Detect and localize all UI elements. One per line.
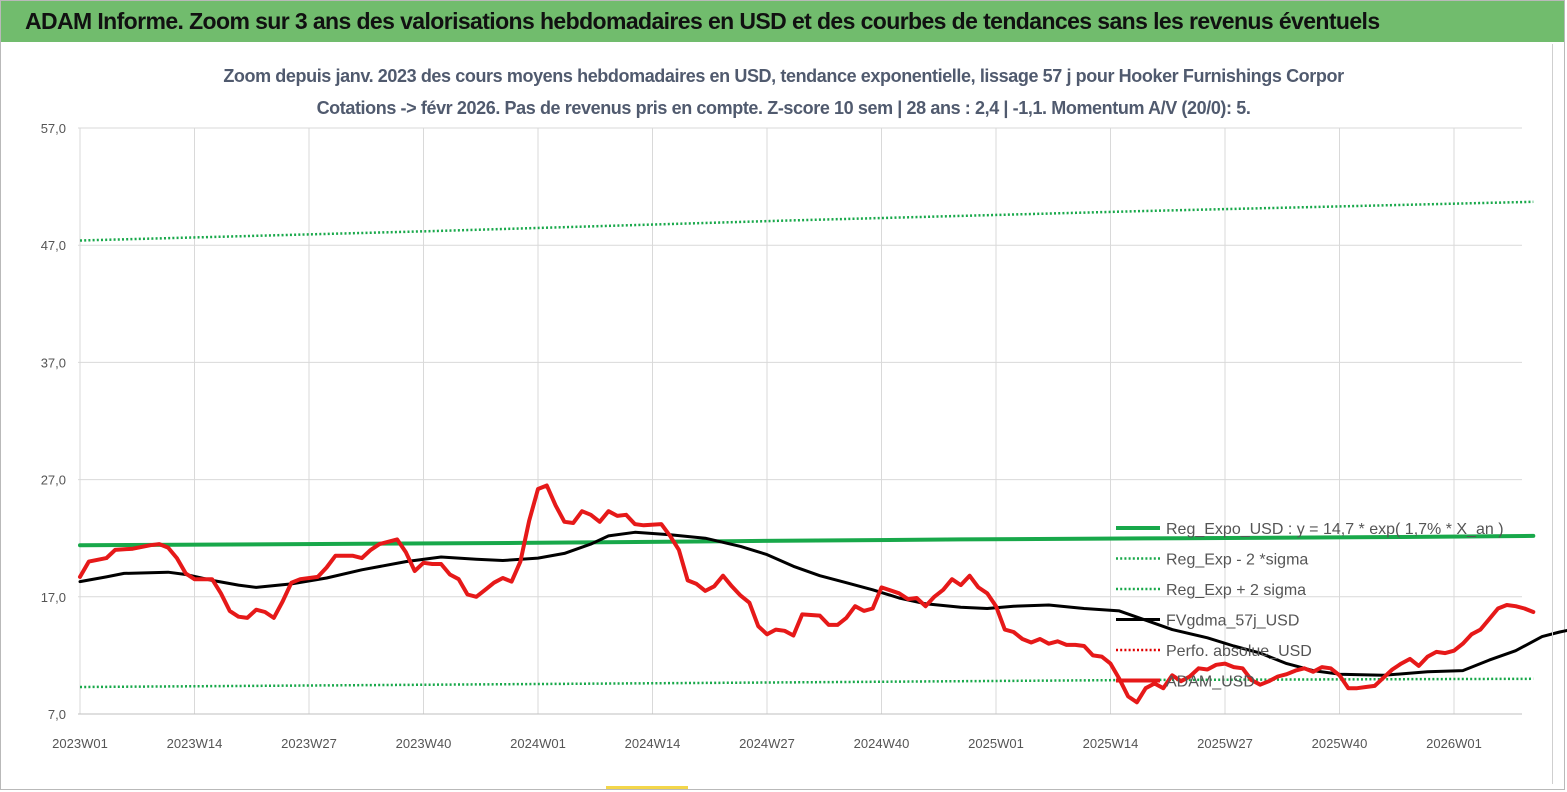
chart-legend: Reg_Expo_USD : y = 14,7 * exp( 1,7% * X_…	[1116, 521, 1504, 691]
x-axis-ticks: 2023W01 2023W14 2023W27 2023W40 2024W01 2024W…	[52, 736, 1482, 751]
x-tick-label: 2023W40	[396, 736, 452, 751]
x-tick-label: 2023W27	[281, 736, 337, 751]
series-adam-usd-line	[78, 483, 1536, 705]
legend-label: Reg_Exp + 2 sigma	[1166, 582, 1306, 599]
y-axis-ticks: 57,0 47,0 37,0 27,0 17,0 7,0	[41, 121, 66, 722]
legend-label: ADAM_USD	[1166, 674, 1255, 691]
y-tick-label: 17,0	[41, 590, 66, 605]
x-tick-label: 2026W01	[1426, 736, 1482, 751]
y-tick-label: 27,0	[41, 473, 66, 488]
x-tick-label: 2023W01	[52, 736, 108, 751]
series-reg-exp-2-sigma-line	[79, 677, 1534, 689]
legend-label: Reg_Expo_USD : y = 14,7 * exp( 1,7% * X_…	[1166, 521, 1504, 538]
x-tick-label: 2023W14	[167, 736, 223, 751]
legend-label: Perfo. absolue_USD	[1166, 643, 1312, 660]
x-tick-label: 2025W01	[968, 736, 1024, 751]
x-tick-label: 2024W27	[739, 736, 795, 751]
legend-label: FVgdma_57j_USD	[1166, 613, 1299, 630]
legend-label: Reg_Exp - 2 *sigma	[1166, 552, 1308, 569]
y-tick-label: 37,0	[41, 355, 66, 370]
x-tick-label: 2024W40	[854, 736, 910, 751]
series-reg-expo-usd-y-14-7-exp-1-7-x-an-line	[78, 533, 1536, 548]
report-banner: ADAM Informe. Zoom sur 3 ans des valoris…	[1, 1, 1564, 42]
y-tick-label: 57,0	[41, 121, 66, 136]
series-fvgdma-57j-usd-line	[78, 530, 1567, 677]
x-tick-label: 2025W14	[1083, 736, 1139, 751]
x-tick-label: 2024W14	[625, 736, 681, 751]
x-tick-label: 2024W01	[510, 736, 566, 751]
chart-grid	[78, 127, 1522, 715]
chart-title: Zoom depuis janv. 2023 des cours moyens …	[223, 66, 1344, 86]
series-reg-exp-2-sigma-line	[79, 200, 1534, 242]
x-tick-label: 2025W27	[1197, 736, 1253, 751]
right-edge-divider	[1552, 44, 1558, 784]
report-title: ADAM Informe. Zoom sur 3 ans des valoris…	[25, 8, 1380, 34]
series-lines	[78, 200, 1567, 705]
chart-subtitle: Cotations -> févr 2026. Pas de revenus p…	[316, 98, 1251, 118]
y-tick-label: 47,0	[41, 238, 66, 253]
x-tick-label: 2025W40	[1312, 736, 1368, 751]
bottom-accent-bar	[606, 786, 688, 789]
y-tick-label: 7,0	[48, 707, 66, 722]
